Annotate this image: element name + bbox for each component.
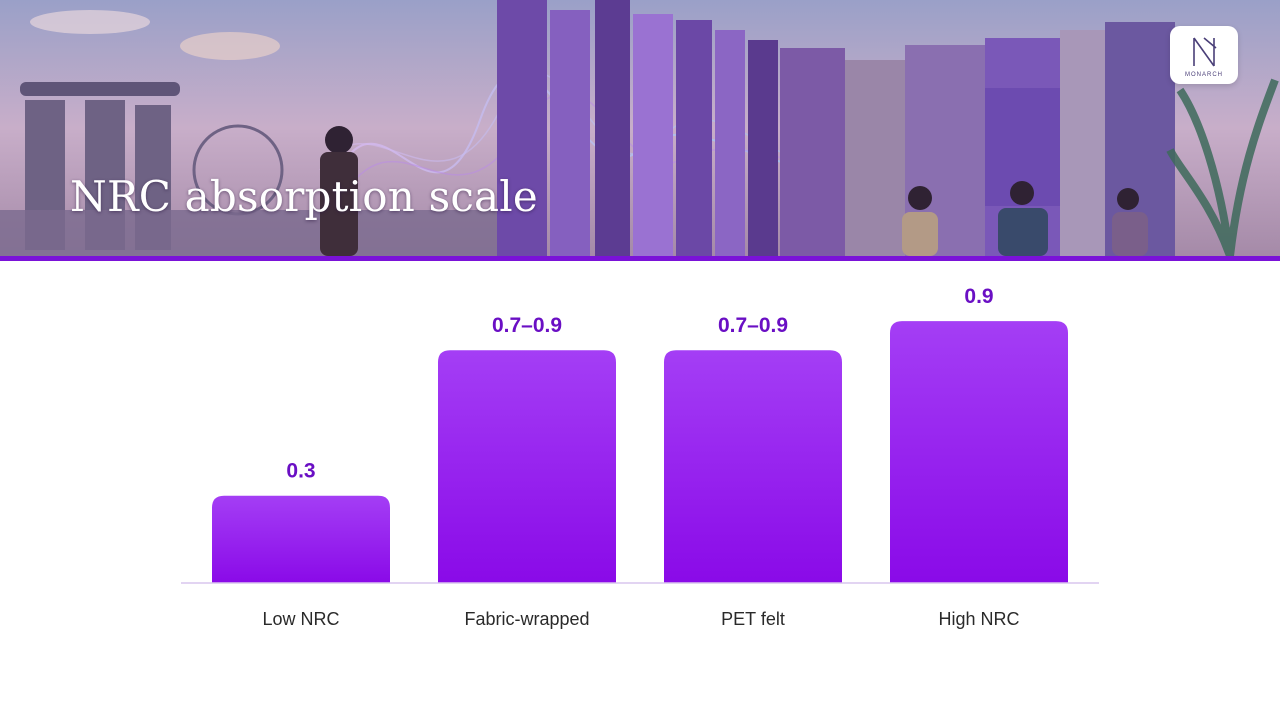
banner-divider (0, 256, 1280, 261)
x-tick-label: Fabric-wrapped (464, 609, 589, 629)
nrc-bar-chart: 0.3 Low NRC 0.7–0.9 Fabric-wrapped 0.7–0.9 PE… (0, 260, 1280, 720)
company-logo: MONARCH (1170, 26, 1238, 84)
slide-title: NRC absorption scale (70, 172, 538, 221)
bar-fabric-wrapped (438, 350, 616, 583)
bar-pet-felt (664, 350, 842, 583)
bar-value-label: 0.9 (964, 285, 993, 308)
bar-low-nrc (212, 495, 390, 583)
x-tick-label: High NRC (938, 609, 1019, 629)
bar-value-label: 0.3 (286, 460, 315, 483)
bar-value-label: 0.7–0.9 (492, 314, 562, 337)
chart-canvas: 0.3 Low NRC 0.7–0.9 Fabric-wrapped 0.7–0.9 PE… (181, 285, 1099, 629)
banner-illustration (0, 0, 1280, 256)
bar-high-nrc (890, 321, 1068, 583)
header-banner (0, 0, 1280, 256)
x-tick-label: PET felt (721, 609, 785, 629)
bar-value-label: 0.7–0.9 (718, 314, 788, 337)
logo-wordmark: MONARCH (1185, 72, 1223, 78)
monarch-logo-icon: MONARCH (1185, 37, 1223, 78)
x-tick-label: Low NRC (262, 609, 339, 629)
